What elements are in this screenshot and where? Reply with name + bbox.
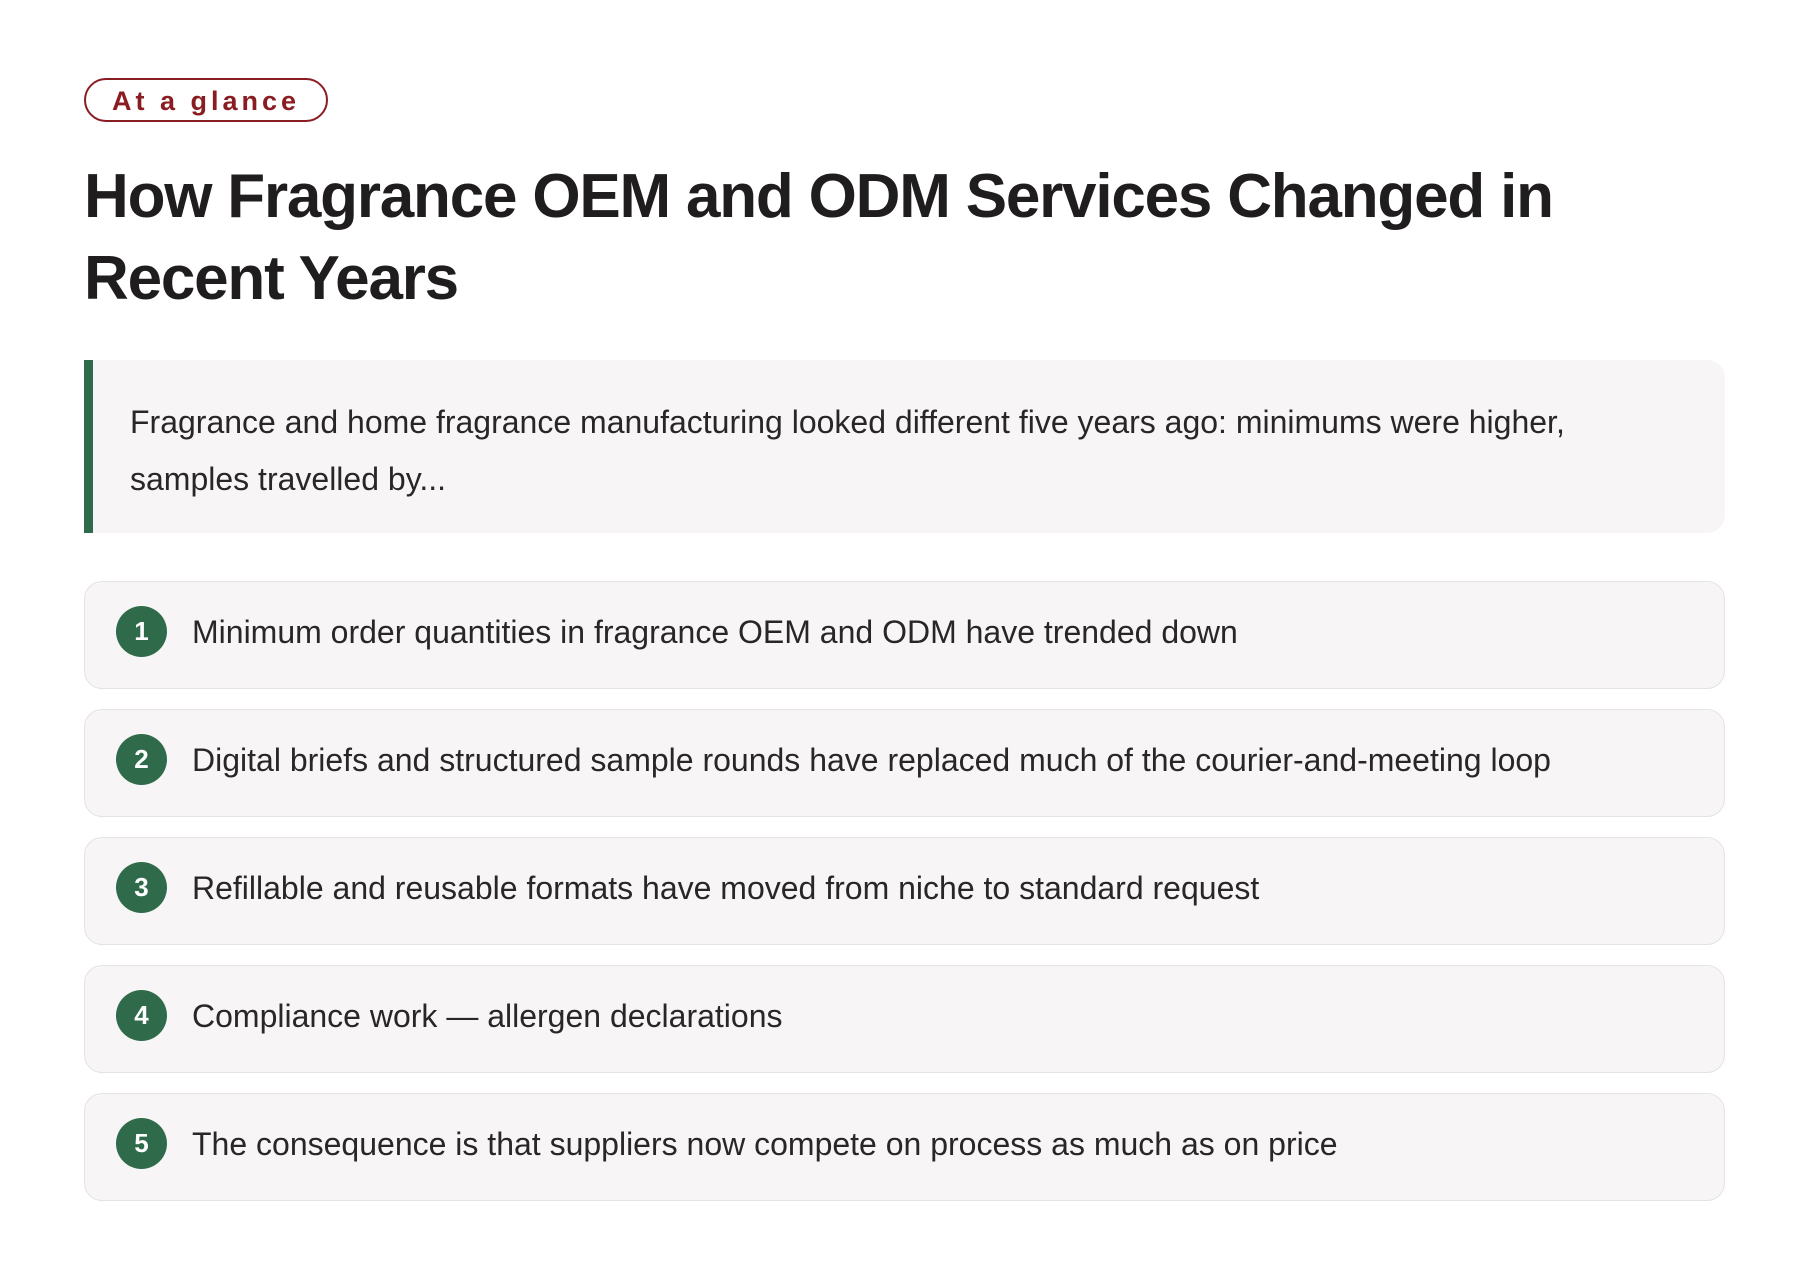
intro-callout: Fragrance and home fragrance manufacturi… bbox=[84, 360, 1725, 533]
item-number-badge: 4 bbox=[116, 990, 167, 1041]
item-text: Refillable and reusable formats have mov… bbox=[192, 870, 1260, 906]
item-number-badge: 1 bbox=[116, 606, 167, 657]
summary-list: 1 Minimum order quantities in fragrance … bbox=[84, 581, 1725, 1201]
item-text: Compliance work — allergen declarations bbox=[192, 998, 783, 1034]
item-number-badge: 5 bbox=[116, 1118, 167, 1169]
item-text: Digital briefs and structured sample rou… bbox=[192, 742, 1551, 778]
summary-item: 1 Minimum order quantities in fragrance … bbox=[84, 581, 1725, 689]
summary-item: 3 Refillable and reusable formats have m… bbox=[84, 837, 1725, 945]
summary-item: 4 Compliance work — allergen declaration… bbox=[84, 965, 1725, 1073]
intro-text: Fragrance and home fragrance manufacturi… bbox=[130, 404, 1565, 497]
page-title: How Fragrance OEM and ODM Services Chang… bbox=[84, 162, 1554, 313]
at-a-glance-badge: At a glance bbox=[84, 78, 329, 122]
item-text: The consequence is that suppliers now co… bbox=[192, 1126, 1338, 1162]
summary-item: 2 Digital briefs and structured sample r… bbox=[84, 709, 1725, 817]
item-number-badge: 2 bbox=[116, 734, 167, 785]
item-number-badge: 3 bbox=[116, 862, 167, 913]
summary-item: 5 The consequence is that suppliers now … bbox=[84, 1093, 1725, 1201]
item-text: Minimum order quantities in fragrance OE… bbox=[192, 614, 1238, 650]
